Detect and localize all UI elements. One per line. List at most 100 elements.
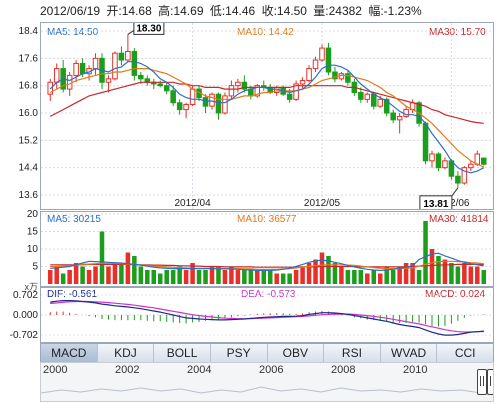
candle-body	[241, 81, 248, 90]
price-ma10-line	[49, 67, 485, 168]
candle-body	[105, 78, 112, 83]
candle-body	[455, 175, 461, 184]
macd-dif-label: DIF: -0.561	[47, 289, 97, 300]
volume-bar	[93, 266, 98, 284]
volume-bar	[462, 263, 467, 284]
candle-body	[461, 167, 468, 184]
candle-body	[66, 74, 73, 90]
volume-bar	[475, 266, 480, 284]
price-ma5-label: MA5: 14.50	[47, 27, 99, 38]
volume-bar	[170, 270, 176, 284]
price-x-tick: 2012/04	[175, 198, 212, 209]
volume-bar	[106, 266, 111, 284]
tab-obv[interactable]: OBV	[268, 344, 325, 362]
vol-ma30-label: MA30: 41814	[429, 214, 489, 225]
price-x-tick: 2012/05	[304, 198, 341, 209]
volume-bar	[229, 266, 234, 284]
candle-body	[481, 157, 487, 165]
volume-bar	[416, 270, 422, 284]
price-y-tick: 13.6	[19, 190, 39, 201]
candle-body	[235, 81, 241, 87]
volume-bar	[145, 270, 150, 284]
high-marker-label: 18.30	[136, 23, 161, 34]
candle-body	[170, 90, 176, 104]
high-marker-pointer	[127, 30, 135, 35]
candle-body	[429, 153, 435, 162]
candle-body	[364, 93, 371, 100]
quote-low: 低:14.46	[209, 4, 256, 18]
quote-info-bar: 2012/06/19 开:14.68 高:14.69 低:14.46 收:14.…	[40, 2, 425, 18]
candle-body	[468, 163, 474, 169]
candle-body	[215, 93, 222, 114]
low-marker-pointer	[451, 187, 459, 197]
candle-body	[299, 80, 306, 85]
volume-bar	[196, 270, 202, 284]
vol-ma10-label: MA10: 36577	[237, 214, 297, 225]
volume-y-tick: 20	[27, 209, 39, 220]
candle-body	[442, 160, 448, 169]
volume-bar	[306, 263, 312, 284]
volume-y-tick: 5	[32, 262, 38, 273]
tab-psy[interactable]: PSY	[211, 344, 268, 362]
volume-bar	[455, 266, 461, 284]
volume-bar	[80, 266, 85, 284]
quote-high: 高:14.69	[158, 4, 204, 18]
y-axis-labels: 18.4 17.6 16.8 16.0 15.2 14.4 13.6 20 15 10 5 x万0.7…	[10, 26, 39, 341]
candle-body	[222, 95, 228, 114]
volume-bar	[358, 270, 364, 284]
tab-boll[interactable]: BOLL	[154, 344, 211, 362]
price-ma30-line	[49, 81, 484, 124]
volume-bar	[183, 270, 189, 284]
volume-bar	[339, 266, 344, 284]
volume-bar	[481, 270, 487, 284]
price-y-tick: 14.4	[19, 163, 39, 174]
navigator-year-label: 2000	[43, 364, 68, 376]
low-marker-label: 13.81	[423, 199, 448, 209]
volume-y-tick: 15	[27, 227, 39, 238]
volume-bar	[274, 273, 279, 284]
candle-body	[189, 88, 196, 105]
macd-dea-line	[50, 300, 484, 333]
macd-panel[interactable]: DIF: -0.561 DEA: -0.573 MACD: 0.024	[40, 287, 494, 343]
navigator-year-label: 2008	[331, 364, 356, 376]
navigator-handle-right[interactable]	[487, 369, 493, 395]
candle-body	[125, 51, 131, 61]
quote-volume: 量:24382	[313, 4, 362, 18]
macd-y-tick: 0.000	[13, 310, 38, 321]
candle-body	[319, 47, 325, 61]
candle-body	[79, 62, 86, 75]
volume-bar	[442, 259, 448, 284]
candle-body	[358, 92, 364, 100]
navigator-handle-left[interactable]	[477, 369, 487, 395]
macd-y-tick: -0.702	[10, 330, 39, 341]
tab-kdj[interactable]: KDJ	[98, 344, 155, 362]
macd-dea-label: DEA: -0.573	[241, 289, 296, 300]
price-panel[interactable]: MA5: 14.50 MA10: 14.42 MA30: 15.70 2012/…	[40, 19, 494, 211]
volume-bar	[345, 270, 351, 284]
volume-chart: MA5: 30215 MA10: 36577 MA30: 41814	[41, 213, 493, 284]
volume-bar	[384, 266, 389, 284]
candle-body	[112, 52, 118, 80]
volume-bar	[332, 263, 338, 284]
quote-open: 开:14.68	[106, 4, 152, 18]
volume-bar	[242, 270, 247, 284]
volume-panel[interactable]: MA5: 30215 MA10: 36577 MA30: 41814	[40, 211, 494, 287]
volume-bar	[403, 263, 409, 284]
indicator-tabs: MACD KDJ BOLL PSY OBV RSI WVAD CCI	[40, 343, 494, 363]
candle-body	[53, 68, 60, 83]
volume-bar	[436, 256, 441, 284]
volume-bar	[261, 270, 267, 284]
range-navigator[interactable]: 2000 2002 2004 2006 2008 2010	[40, 362, 494, 402]
candle-body	[377, 98, 383, 107]
candle-body	[396, 115, 403, 121]
tab-rsi[interactable]: RSI	[324, 344, 381, 362]
tab-macd[interactable]: MACD	[41, 344, 98, 362]
candle-body	[422, 122, 429, 162]
navigator-year-label: 2006	[259, 364, 284, 376]
tab-cci[interactable]: CCI	[454, 346, 476, 360]
volume-bar	[190, 263, 195, 284]
tab-wvad[interactable]: WVAD	[381, 344, 438, 362]
volume-bar	[73, 263, 79, 284]
volume-bar	[313, 259, 318, 284]
volume-bar	[267, 270, 273, 284]
